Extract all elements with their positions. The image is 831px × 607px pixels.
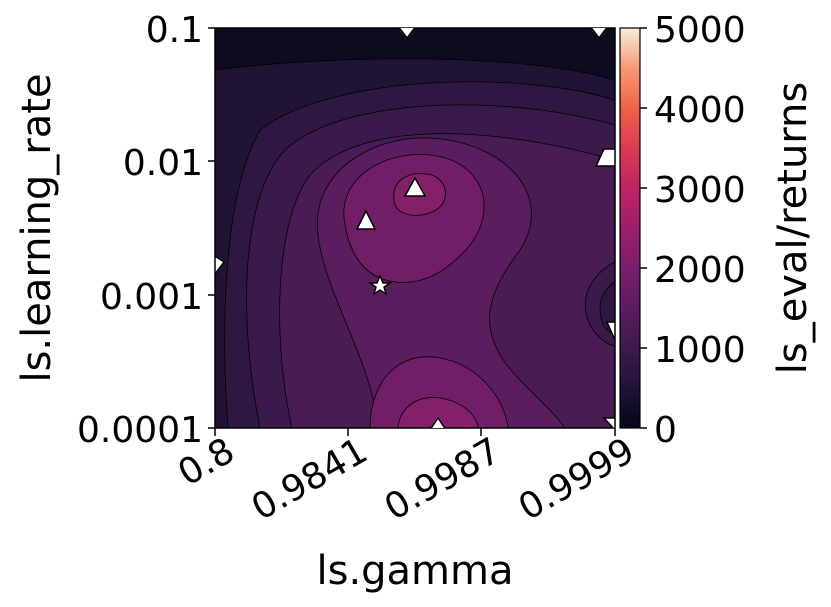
colorbar-label: ls_eval/returns bbox=[770, 82, 816, 374]
best-trial-star bbox=[367, 274, 393, 296]
colorbar-tick-label: 0 bbox=[654, 410, 677, 451]
x-tick-label: 0.9987 bbox=[378, 430, 508, 528]
trial-marker bbox=[605, 321, 615, 341]
colorbar: 5000 4000 3000 2000 1000 0 ls_eval/retur… bbox=[619, 10, 816, 451]
contour-fill bbox=[215, 28, 615, 428]
x-axis-label: ls.gamma bbox=[316, 548, 513, 594]
trial-marker bbox=[403, 176, 427, 197]
colorbar-tick-label: 4000 bbox=[654, 90, 746, 131]
colorbar-tick-label: 5000 bbox=[654, 10, 746, 51]
colorbar-frame bbox=[619, 27, 641, 429]
trial-markers bbox=[215, 28, 615, 428]
y-tick-label: 0.001 bbox=[100, 277, 203, 318]
y-axis: 0.1 0.01 0.001 0.0001 ls.learning_rate bbox=[14, 10, 215, 451]
x-axis: 0.8 0.9841 0.9987 0.9999 ls.gamma bbox=[171, 428, 642, 594]
colorbar-tick-label: 3000 bbox=[654, 170, 746, 211]
colorbar-tick-label: 2000 bbox=[654, 250, 746, 291]
y-axis-label: ls.learning_rate bbox=[14, 73, 60, 382]
trial-marker bbox=[590, 28, 608, 40]
y-tick-label: 0.0001 bbox=[77, 410, 203, 451]
y-tick-label: 0.01 bbox=[123, 143, 203, 184]
x-tick-label: 0.9999 bbox=[512, 430, 642, 528]
x-tick-label: 0.9841 bbox=[245, 430, 375, 528]
trial-marker bbox=[215, 255, 226, 276]
trial-marker bbox=[355, 209, 377, 230]
colorbar-gradient bbox=[620, 28, 640, 428]
trial-marker bbox=[602, 417, 615, 428]
trial-marker bbox=[594, 148, 615, 167]
contour-level-7b bbox=[397, 397, 479, 428]
trial-marker bbox=[398, 28, 416, 40]
colorbar-tick-label: 1000 bbox=[654, 330, 746, 371]
trial-marker bbox=[430, 416, 446, 428]
y-tick-label: 0.1 bbox=[146, 10, 203, 51]
